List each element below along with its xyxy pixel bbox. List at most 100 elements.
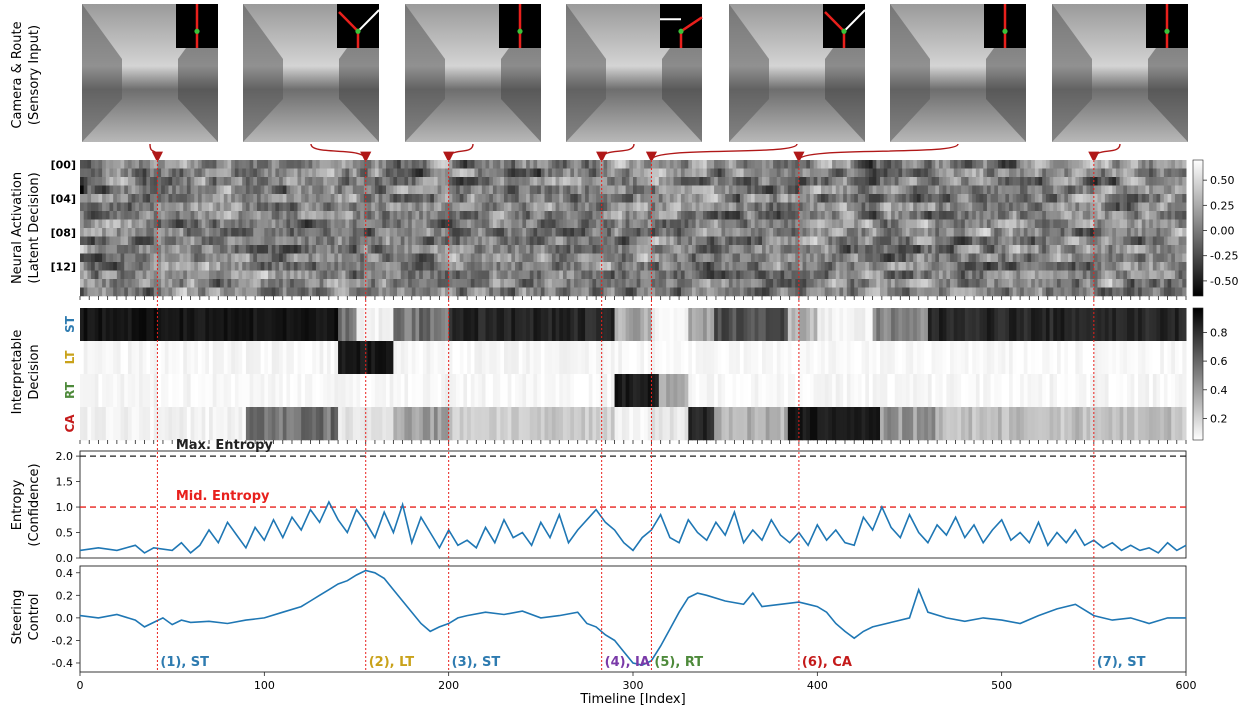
activation-cell — [946, 202, 951, 212]
activation-cell — [290, 228, 295, 237]
activation-cell — [127, 262, 133, 271]
activation-cell — [994, 253, 999, 263]
activation-cell — [1178, 228, 1183, 237]
activation-cell — [732, 270, 737, 280]
activation-cell — [349, 245, 354, 254]
activation-cell — [577, 185, 582, 195]
camera-frame — [82, 4, 218, 142]
activation-cell — [669, 236, 675, 246]
activation-cell — [500, 219, 505, 229]
activation-cell — [997, 236, 1003, 246]
activation-cell — [481, 279, 487, 288]
activation-cell — [548, 253, 553, 263]
activation-cell — [500, 160, 505, 169]
activation-cell — [378, 228, 383, 237]
activation-cell — [629, 202, 634, 212]
activation-cell — [1145, 245, 1150, 254]
activation-cell — [245, 270, 251, 280]
activation-cell — [902, 228, 907, 237]
activation-cell — [1068, 168, 1073, 178]
activation-cell — [850, 185, 855, 195]
activation-cell — [750, 262, 756, 271]
activation-cell — [909, 245, 914, 254]
activation-cell — [194, 194, 199, 203]
activation-cell — [673, 228, 678, 237]
activation-cell — [736, 245, 741, 254]
activation-cell — [983, 279, 988, 288]
activation-cell — [190, 236, 195, 246]
activation-cell — [743, 287, 748, 297]
activation-cell — [212, 177, 217, 186]
activation-cell — [861, 228, 866, 237]
activation-cell — [725, 160, 730, 169]
activation-cell — [607, 270, 612, 280]
activation-cell — [363, 279, 369, 288]
activation-cell — [459, 194, 464, 203]
activation-cell — [721, 177, 726, 186]
activation-cell — [400, 168, 405, 178]
activation-cell — [854, 194, 859, 203]
activation-cell — [209, 279, 214, 288]
activation-cell — [526, 177, 531, 186]
activation-cell — [463, 202, 468, 212]
activation-cell — [323, 202, 328, 212]
activation-cell — [467, 270, 472, 280]
activation-cell — [883, 253, 888, 263]
activation-cell — [327, 236, 332, 246]
activation-cell — [437, 236, 442, 246]
activation-cell — [301, 279, 306, 288]
activation-cell — [861, 185, 866, 195]
activation-cell — [857, 160, 863, 169]
route-line-alt — [843, 9, 866, 32]
activation-cell — [555, 228, 560, 237]
activation-cell — [459, 185, 464, 195]
activation-cell — [894, 287, 899, 297]
activation-cell — [275, 160, 280, 169]
activation-cell — [1027, 202, 1032, 212]
activation-cell — [183, 177, 188, 186]
activation-cell — [1016, 160, 1021, 169]
activation-cell — [1130, 202, 1135, 212]
activation-cell — [1001, 168, 1006, 178]
activation-cell — [636, 253, 641, 263]
activation-cell — [769, 245, 774, 254]
activation-cell — [522, 270, 527, 280]
activation-cell — [680, 245, 686, 254]
activation-cell — [341, 185, 346, 195]
activation-cell — [231, 262, 236, 271]
activation-cell — [430, 287, 435, 297]
activation-cell — [1138, 262, 1143, 271]
activation-cell — [113, 177, 118, 186]
activation-cell — [415, 236, 420, 246]
activation-cell — [1075, 228, 1080, 237]
activation-cell — [537, 245, 542, 254]
activation-cell — [526, 194, 531, 203]
activation-cell — [186, 253, 192, 263]
activation-cell — [1009, 245, 1014, 254]
activation-cell — [301, 253, 306, 263]
activation-cell — [868, 236, 874, 246]
activation-cell — [562, 287, 568, 297]
activation-cell — [817, 168, 822, 178]
activation-cell — [116, 236, 122, 246]
activation-cell — [574, 168, 579, 178]
activation-cell — [1104, 236, 1110, 246]
activation-cell — [666, 160, 671, 169]
activation-cell — [164, 270, 169, 280]
activation-cell — [968, 177, 973, 186]
activation-cell — [909, 253, 914, 263]
activation-cell — [105, 279, 110, 288]
activation-cell — [924, 185, 929, 195]
activation-cell — [190, 270, 195, 280]
activation-cell — [323, 211, 328, 220]
activation-cell — [470, 202, 475, 212]
activation-cell — [588, 202, 593, 212]
activation-cell — [821, 245, 826, 254]
activation-cell — [935, 245, 940, 254]
activation-cell — [625, 245, 630, 254]
activation-cell — [905, 194, 910, 203]
activation-cell — [861, 253, 866, 263]
activation-cell — [1112, 202, 1117, 212]
activation-cell — [854, 279, 859, 288]
activation-cell — [1141, 279, 1146, 288]
